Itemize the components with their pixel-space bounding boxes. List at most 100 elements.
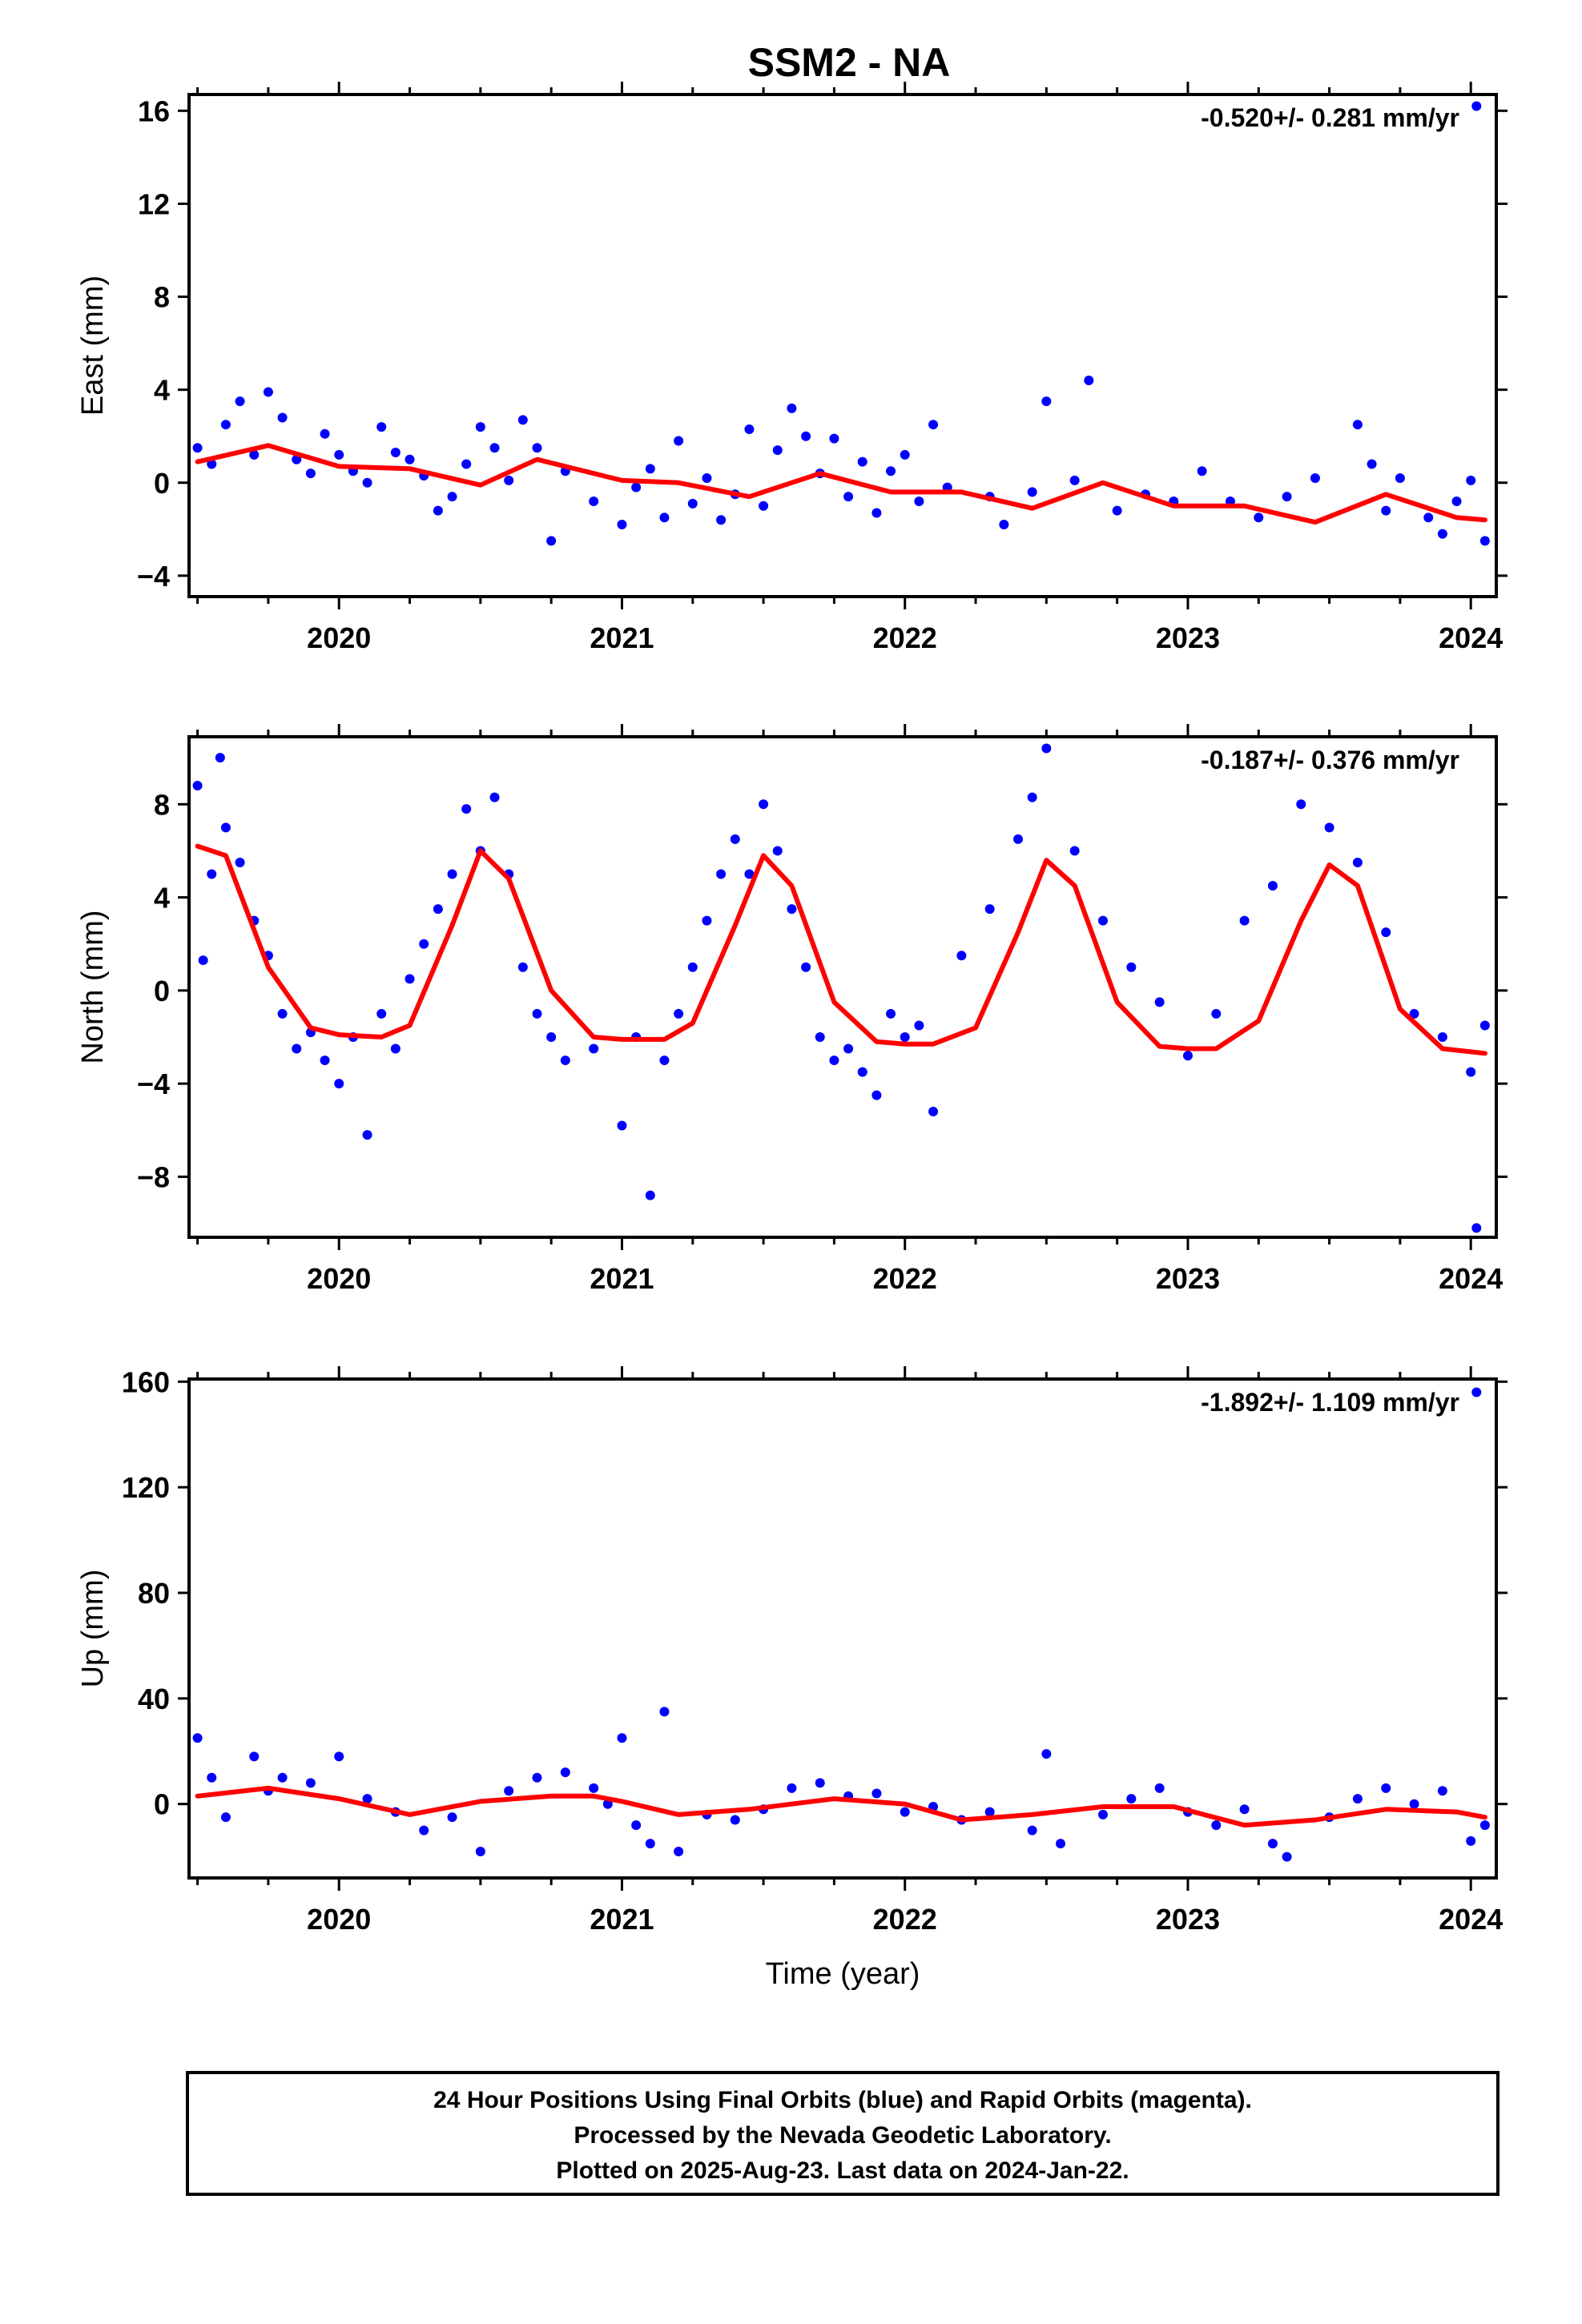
data-point [1466, 1835, 1476, 1846]
data-point [801, 962, 811, 972]
data-point [1069, 475, 1080, 485]
data-point [900, 449, 910, 460]
data-point [589, 1783, 599, 1793]
footer-line-2: Processed by the Nevada Geodetic Laborat… [574, 2122, 1111, 2149]
data-point [631, 1820, 642, 1831]
data-point [956, 951, 967, 961]
footer-box: 24 Hour Positions Using Final Orbits (bl… [186, 2071, 1499, 2196]
data-point [532, 443, 542, 453]
data-point [235, 857, 245, 867]
data-point [461, 459, 472, 469]
data-point [1466, 1067, 1476, 1077]
data-point [1126, 962, 1137, 972]
data-point [787, 904, 797, 915]
data-point [334, 449, 344, 460]
data-point [1112, 505, 1122, 516]
data-point [192, 1733, 203, 1743]
data-point [829, 1055, 839, 1066]
x-tick-label: 2020 [307, 1903, 371, 1936]
data-point [815, 1032, 825, 1042]
data-point [419, 939, 429, 949]
data-point [320, 1055, 330, 1066]
data-point [1471, 1387, 1482, 1397]
data-point [1423, 513, 1434, 523]
data-point [1409, 1008, 1419, 1019]
data-point [772, 445, 783, 456]
data-point [645, 1839, 655, 1849]
data-point [1097, 915, 1108, 926]
data-point [617, 520, 627, 530]
data-point [674, 1008, 684, 1019]
data-point [1451, 496, 1462, 506]
data-point [759, 799, 769, 810]
data-point [198, 955, 208, 966]
data-point [390, 448, 401, 458]
data-point [659, 513, 670, 523]
data-point [447, 869, 457, 879]
data-point [192, 781, 203, 791]
data-point [645, 464, 655, 474]
data-point [787, 1783, 797, 1793]
plot-area [192, 743, 1490, 1233]
data-point [1310, 472, 1320, 483]
data-point [1197, 466, 1207, 476]
figure-title: SSM2 - NA [748, 40, 951, 85]
x-tick-label: 2021 [590, 1903, 654, 1936]
y-tick-label: −4 [137, 560, 170, 593]
data-point [517, 962, 528, 972]
x-tick-label: 2021 [590, 621, 654, 654]
data-point [645, 1190, 655, 1200]
data-point [744, 869, 755, 879]
data-point [433, 904, 443, 915]
data-point [362, 1130, 372, 1140]
data-point [1479, 536, 1490, 546]
data-point [277, 1008, 288, 1019]
data-point [1239, 1804, 1250, 1815]
data-point [1182, 1051, 1193, 1061]
data-point [220, 420, 231, 430]
data-point [1239, 915, 1250, 926]
x-tick-label: 2021 [590, 1262, 654, 1295]
data-point [900, 1032, 910, 1042]
data-point [759, 501, 769, 511]
data-point [489, 792, 500, 802]
data-point [1471, 1223, 1482, 1233]
rate-label: -0.187+/- 0.376 mm/yr [1201, 746, 1459, 774]
data-point [886, 1008, 896, 1019]
data-point [235, 396, 245, 407]
y-tick-label: 8 [154, 788, 170, 821]
data-point [1027, 1825, 1037, 1835]
data-point [1352, 1794, 1363, 1804]
data-point [362, 1794, 372, 1804]
data-point [674, 1847, 684, 1857]
data-point [1013, 834, 1024, 844]
data-point [914, 1020, 924, 1031]
y-tick-label: 80 [138, 1577, 170, 1610]
panel-up: 0 40 80 120 160 2020 2021 2022 2023 2024 -1.892+/-… [76, 1365, 1508, 1991]
data-point [277, 1772, 288, 1783]
data-point [320, 428, 330, 439]
data-point [617, 1120, 627, 1131]
data-point [1069, 846, 1080, 856]
x-tick-label: 2023 [1156, 1262, 1220, 1295]
data-point [914, 496, 924, 506]
y-tick-label: 8 [154, 281, 170, 314]
x-tick-label: 2024 [1439, 621, 1503, 654]
x-tick-label: 2023 [1156, 621, 1220, 654]
footer-line-3: Plotted on 2025-Aug-23. Last data on 202… [556, 2157, 1129, 2184]
data-point [249, 1751, 260, 1762]
data-point [376, 1008, 387, 1019]
data-point [730, 834, 740, 844]
data-point [362, 477, 372, 488]
y-tick-label: 12 [138, 187, 170, 220]
model-curve [195, 443, 1487, 525]
data-point [419, 1825, 429, 1835]
data-point [532, 1772, 542, 1783]
data-point [277, 412, 288, 423]
data-point [334, 1751, 344, 1762]
y-tick-label: 4 [154, 882, 170, 915]
data-point [857, 456, 867, 467]
x-tick-label: 2020 [307, 1262, 371, 1295]
y-axis-label: East (mm) [76, 275, 110, 416]
